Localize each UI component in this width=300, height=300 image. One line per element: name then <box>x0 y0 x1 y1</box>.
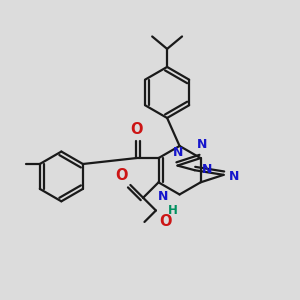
Text: N: N <box>197 138 207 151</box>
Text: O: O <box>159 214 172 229</box>
Text: N: N <box>229 170 240 183</box>
Text: H: H <box>168 204 178 217</box>
Text: N: N <box>158 190 169 203</box>
Text: N: N <box>202 163 212 176</box>
Text: O: O <box>115 167 127 182</box>
Text: O: O <box>130 122 142 137</box>
Text: N: N <box>173 146 184 159</box>
